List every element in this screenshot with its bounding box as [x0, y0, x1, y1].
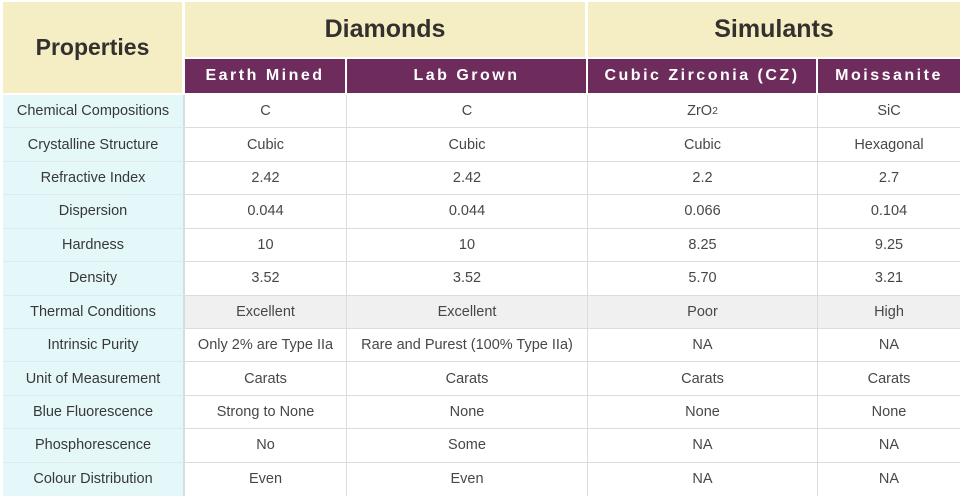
- cell-purity-moissanite: NA: [818, 328, 960, 363]
- group-header-diamonds: Diamonds: [185, 2, 588, 57]
- row-label-colour-distribution: Colour Distribution: [3, 462, 185, 496]
- cell-chemical-earth-mined: C: [185, 95, 347, 129]
- cell-unit-lab-grown: Carats: [347, 362, 588, 396]
- cell-hardness-earth-mined: 10: [185, 228, 347, 263]
- cell-phosphorescence-moissanite: NA: [818, 429, 960, 463]
- cell-unit-moissanite: Carats: [818, 362, 960, 396]
- cell-thermal-moissanite: High: [818, 295, 960, 329]
- cell-thermal-earth-mined: Excellent: [185, 295, 347, 329]
- cell-chemical-cz: ZrO 2: [588, 95, 818, 129]
- row-label-dispersion: Dispersion: [3, 195, 185, 229]
- cell-dispersion-moissanite: 0.104: [818, 195, 960, 229]
- properties-header: Properties: [3, 2, 185, 95]
- cell-density-earth-mined: 3.52: [185, 262, 347, 296]
- cell-phosphorescence-cz: NA: [588, 429, 818, 463]
- cell-fluorescence-lab-grown: None: [347, 395, 588, 430]
- cell-colour-lab-grown: Even: [347, 462, 588, 496]
- cell-fluorescence-earth-mined: Strong to None: [185, 395, 347, 430]
- cell-fluorescence-cz: None: [588, 395, 818, 430]
- cell-refractive-moissanite: 2.7: [818, 161, 960, 196]
- cell-dispersion-lab-grown: 0.044: [347, 195, 588, 229]
- row-label-crystalline-structure: Crystalline Structure: [3, 128, 185, 162]
- cell-hardness-cz: 8.25: [588, 228, 818, 263]
- cell-density-cz: 5.70: [588, 262, 818, 296]
- cell-crystalline-cz: Cubic: [588, 128, 818, 162]
- cell-thermal-lab-grown: Excellent: [347, 295, 588, 329]
- cell-refractive-earth-mined: 2.42: [185, 161, 347, 196]
- cell-dispersion-earth-mined: 0.044: [185, 195, 347, 229]
- cell-purity-cz: NA: [588, 328, 818, 363]
- cell-purity-lab-grown: Rare and Purest (100% Type IIa): [347, 328, 588, 363]
- cell-density-lab-grown: 3.52: [347, 262, 588, 296]
- cell-unit-earth-mined: Carats: [185, 362, 347, 396]
- row-label-unit-of-measurement: Unit of Measurement: [3, 362, 185, 396]
- cell-refractive-cz: 2.2: [588, 161, 818, 196]
- cell-colour-moissanite: NA: [818, 462, 960, 496]
- column-header-cubic-zirconia: Cubic Zirconia (CZ): [588, 57, 818, 95]
- comparison-table: Properties Diamonds Simulants Earth Mine…: [3, 2, 960, 496]
- row-label-hardness: Hardness: [3, 228, 185, 263]
- cell-refractive-lab-grown: 2.42: [347, 161, 588, 196]
- cell-chemical-lab-grown: C: [347, 95, 588, 129]
- cell-unit-cz: Carats: [588, 362, 818, 396]
- cell-hardness-lab-grown: 10: [347, 228, 588, 263]
- cell-dispersion-cz: 0.066: [588, 195, 818, 229]
- cell-crystalline-moissanite: Hexagonal: [818, 128, 960, 162]
- cell-crystalline-earth-mined: Cubic: [185, 128, 347, 162]
- row-label-density: Density: [3, 262, 185, 296]
- cell-chemical-moissanite: SiC: [818, 95, 960, 129]
- row-label-chemical-compositions: Chemical Compositions: [3, 95, 185, 129]
- row-label-blue-fluorescence: Blue Fluorescence: [3, 395, 185, 430]
- column-header-moissanite: Moissanite: [818, 57, 960, 95]
- cell-phosphorescence-lab-grown: Some: [347, 429, 588, 463]
- column-header-lab-grown: Lab Grown: [347, 57, 588, 95]
- cell-purity-earth-mined: Only 2% are Type IIa: [185, 328, 347, 363]
- cell-crystalline-lab-grown: Cubic: [347, 128, 588, 162]
- row-label-refractive-index: Refractive Index: [3, 161, 185, 196]
- cell-thermal-cz: Poor: [588, 295, 818, 329]
- row-label-phosphorescence: Phosphorescence: [3, 429, 185, 463]
- cell-density-moissanite: 3.21: [818, 262, 960, 296]
- cell-hardness-moissanite: 9.25: [818, 228, 960, 263]
- column-header-earth-mined: Earth Mined: [185, 57, 347, 95]
- cell-colour-earth-mined: Even: [185, 462, 347, 496]
- cell-colour-cz: NA: [588, 462, 818, 496]
- row-label-intrinsic-purity: Intrinsic Purity: [3, 328, 185, 363]
- group-header-simulants: Simulants: [588, 2, 960, 57]
- cell-phosphorescence-earth-mined: No: [185, 429, 347, 463]
- row-label-thermal-conditions: Thermal Conditions: [3, 295, 185, 329]
- cell-fluorescence-moissanite: None: [818, 395, 960, 430]
- chem-formula-base: ZrO: [687, 103, 713, 120]
